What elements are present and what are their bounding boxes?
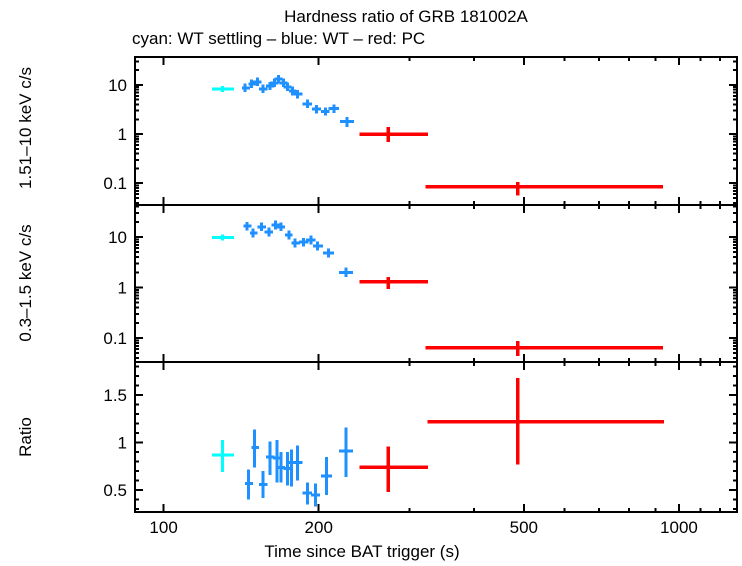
y-tick-label: 1	[118, 434, 127, 453]
series-pc-soft	[359, 276, 663, 356]
y-tick-label: 1	[118, 279, 127, 298]
data-point-wt	[285, 230, 293, 240]
data-point-wt	[311, 105, 321, 114]
data-point-wt	[248, 79, 256, 89]
data-point-wt_settling	[211, 439, 235, 473]
data-point-wt	[252, 77, 262, 87]
data-point-wt	[242, 83, 250, 93]
panel-frame-soft	[134, 204, 738, 363]
data-point-wt	[264, 227, 273, 237]
data-point-wt	[288, 86, 297, 96]
y-tick-label: 0.1	[103, 174, 127, 193]
data-point-pc	[359, 127, 429, 142]
panel-soft: 10 1 0.1	[103, 204, 738, 363]
y-tick-label: 0.5	[103, 481, 127, 500]
y-tick-label: 0.1	[103, 329, 127, 348]
data-point-wt	[283, 82, 292, 92]
data-point-wt	[321, 456, 332, 495]
x-tick-label: 100	[149, 518, 177, 537]
y-tick-label: 10	[108, 76, 127, 95]
data-point-pc	[427, 378, 664, 465]
data-point-wt	[310, 483, 320, 507]
data-point-wt	[339, 427, 353, 477]
data-point-wt	[245, 469, 253, 500]
series-wt-soft	[243, 220, 353, 278]
y-tick-label: 10	[108, 228, 127, 247]
data-point-wt	[302, 482, 312, 505]
data-point-wt	[266, 441, 275, 475]
series-wt_settling-soft	[211, 234, 235, 241]
series-wt_settling-hard	[211, 85, 235, 92]
data-point-pc	[359, 276, 429, 290]
panel-frame-hard	[134, 56, 738, 206]
series-wt-ratio	[245, 427, 353, 507]
data-point-wt_settling	[211, 234, 235, 241]
data-point-wt	[249, 228, 258, 238]
data-point-wt	[258, 471, 268, 498]
data-point-wt	[328, 104, 340, 113]
x-axis-label: Time since BAT trigger (s)	[264, 542, 460, 561]
data-point-wt	[323, 248, 334, 258]
data-point-wt	[313, 241, 324, 251]
series-pc-hard	[359, 127, 663, 196]
data-point-wt	[339, 267, 353, 278]
data-point-wt	[271, 220, 280, 230]
panel-ratio: 1.5 1 0.5	[103, 361, 738, 513]
data-point-pc	[425, 182, 663, 196]
data-point-wt_settling	[211, 85, 235, 92]
x-tick-label: 500	[510, 518, 538, 537]
data-point-pc	[425, 341, 663, 356]
data-point-wt	[251, 429, 259, 468]
data-point-wt	[298, 237, 309, 247]
data-point-wt	[306, 235, 316, 245]
data-point-wt	[258, 84, 268, 94]
data-point-pc	[359, 446, 429, 493]
data-point-wt	[277, 222, 285, 232]
data-point-wt	[277, 452, 285, 483]
data-point-wt	[302, 99, 312, 108]
panel-frame-ratio	[134, 361, 738, 513]
chart-legend-subtitle: cyan: WT settling – blue: WT – red: PC	[132, 29, 426, 48]
x-tick-label: 200	[305, 518, 333, 537]
data-point-wt	[340, 117, 354, 127]
data-point-wt	[243, 221, 252, 231]
data-point-wt	[293, 445, 303, 481]
data-point-wt	[321, 107, 330, 116]
series-wt_settling-ratio	[211, 439, 235, 473]
data-point-wt	[293, 90, 303, 99]
chart-title: Hardness ratio of GRB 181002A	[284, 7, 528, 26]
y-tick-label: 1	[118, 125, 127, 144]
data-point-wt	[257, 222, 266, 232]
data-point-wt	[291, 238, 301, 248]
series-wt-hard	[242, 74, 354, 127]
data-point-wt	[274, 74, 283, 84]
panel-hard: 10 1 0.1	[103, 56, 738, 206]
y-tick-label: 1.5	[103, 386, 127, 405]
x-tick-label: 1000	[660, 518, 698, 537]
series-pc-ratio	[359, 378, 664, 493]
